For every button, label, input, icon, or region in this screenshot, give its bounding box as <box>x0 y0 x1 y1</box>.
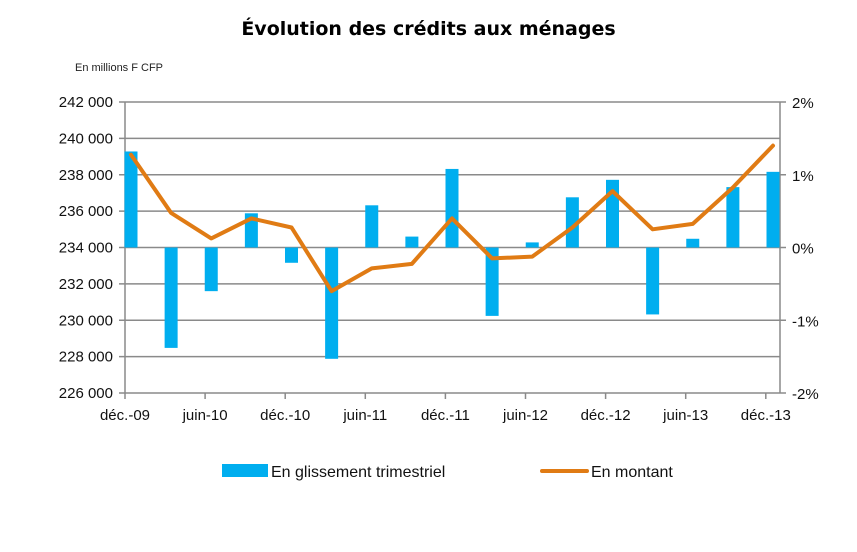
x-tick-label: déc.-13 <box>741 407 791 424</box>
y-right-tick-label: -1% <box>792 313 819 330</box>
bar-mars-12 <box>485 247 499 316</box>
x-tick-label: juin-11 <box>342 407 387 424</box>
y-left-tick-label: 236 000 <box>59 203 113 220</box>
bar-déc.-13 <box>766 171 780 248</box>
y-left-tick-label: 240 000 <box>59 130 113 147</box>
bar-mars-10 <box>164 247 178 348</box>
legend-swatch-bar <box>222 464 268 477</box>
x-tick-label: déc.-11 <box>421 407 470 424</box>
y-left-tick-label: 230 000 <box>59 312 113 329</box>
x-tick-label: déc.-09 <box>100 407 150 424</box>
x-tick-label: juin-10 <box>182 407 228 424</box>
y-left-tick-label: 226 000 <box>59 385 113 402</box>
bar-sept.-12 <box>565 197 579 248</box>
y-left-tick-label: 238 000 <box>59 167 113 184</box>
bar-mars-11 <box>325 247 339 359</box>
y-left-tick-label: 228 000 <box>59 349 113 366</box>
bar-juin-10 <box>204 247 218 292</box>
y-right-tick-label: 0% <box>792 241 814 258</box>
y-right-tick-label: -2% <box>792 386 819 403</box>
bar-juin-13 <box>686 238 700 248</box>
chart-title: Évolution des crédits aux ménages <box>241 18 616 40</box>
unit-label: En millions F CFP <box>75 62 164 74</box>
x-tick-label: juin-13 <box>662 407 708 424</box>
bar-sept.-13 <box>726 187 740 248</box>
bar-déc.-09 <box>124 151 138 248</box>
y-left-tick-label: 242 000 <box>59 94 113 111</box>
y-right-tick-label: 1% <box>792 168 814 185</box>
x-tick-label: déc.-12 <box>581 407 631 424</box>
y-left-tick-label: 232 000 <box>59 276 113 293</box>
x-tick-label: juin-12 <box>502 407 548 424</box>
bar-déc.-10 <box>285 247 298 263</box>
legend-label-bar: En glissement trimestriel <box>271 464 445 481</box>
bar-juin-11 <box>365 205 379 248</box>
y-left-tick-label: 234 000 <box>59 240 113 257</box>
x-tick-label: déc.-10 <box>260 407 310 424</box>
bar-juin-12 <box>525 242 539 248</box>
bar-sept.-11 <box>405 236 419 248</box>
bar-mars-13 <box>646 247 660 315</box>
legend-label-line: En montant <box>591 464 673 481</box>
bar-déc.-11 <box>445 168 459 248</box>
y-right-tick-label: 2% <box>792 95 814 112</box>
